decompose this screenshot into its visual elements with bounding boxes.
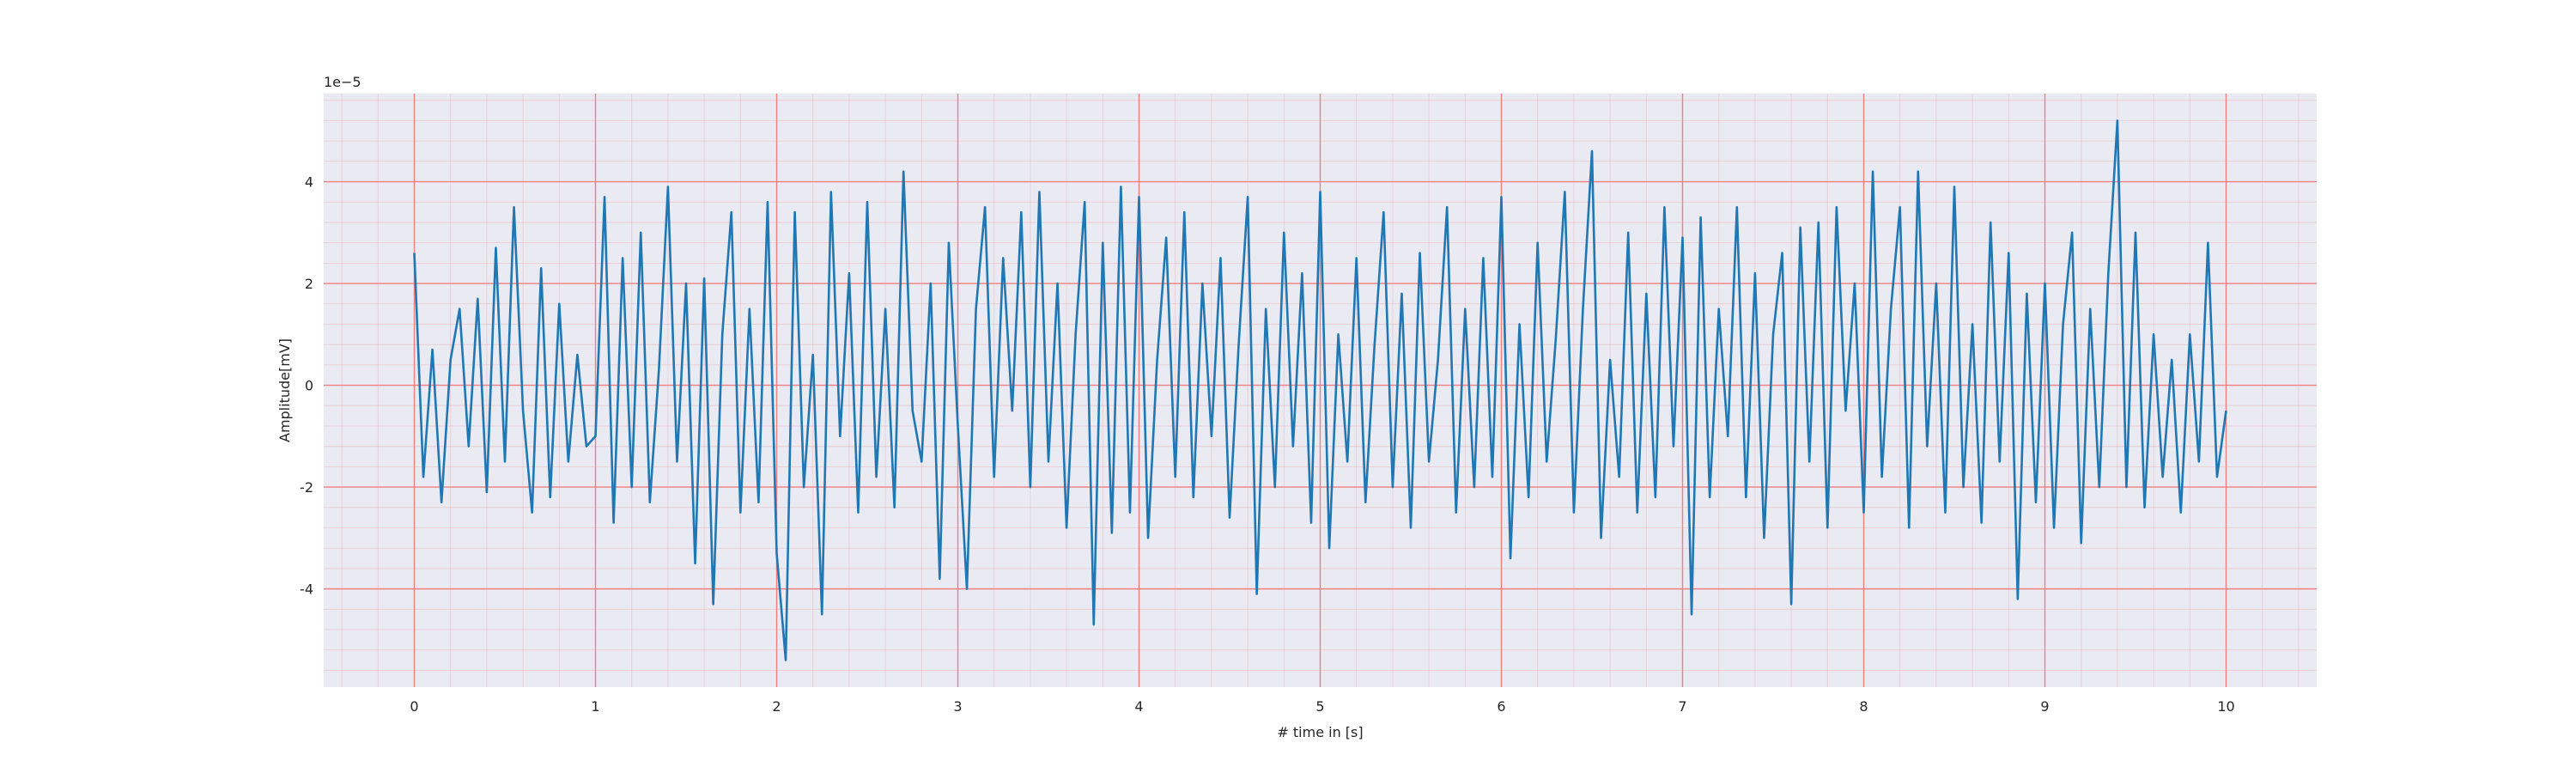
y-tick-label: -2 — [300, 479, 313, 496]
x-tick-label: 3 — [953, 698, 962, 715]
y-tick-label: 4 — [305, 174, 313, 191]
marks — [413, 119, 2227, 661]
x-tick-label: 5 — [1315, 698, 1324, 715]
y-offset-label: 1e−5 — [324, 74, 361, 90]
x-tick-label: 0 — [410, 698, 418, 715]
x-tick-label: 2 — [772, 698, 781, 715]
x-tick-label: 8 — [1859, 698, 1868, 715]
y-tick-label: -4 — [300, 581, 313, 598]
x-tick-label: 1 — [591, 698, 599, 715]
y-tick-label: 2 — [305, 276, 313, 292]
signal-line — [413, 119, 2227, 661]
x-tick-label: 4 — [1134, 698, 1143, 715]
y-tick-label: 0 — [305, 378, 313, 394]
grid — [324, 94, 2317, 687]
y-axis-label: Amplitude[mV] — [276, 338, 293, 442]
x-tick-label: 9 — [2040, 698, 2049, 715]
x-tick-label: 10 — [2217, 698, 2234, 715]
x-tick-label: 6 — [1497, 698, 1505, 715]
x-axis-label: # time in [s] — [1277, 724, 1363, 740]
x-tick-label: 7 — [1678, 698, 1686, 715]
